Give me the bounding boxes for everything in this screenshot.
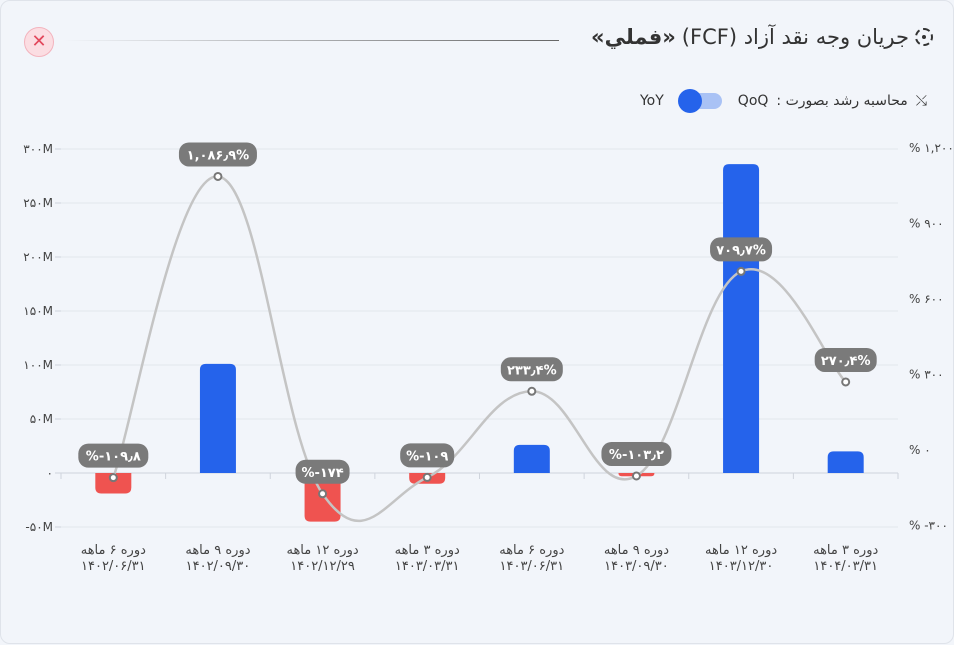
trend-icon: ⤯ (915, 93, 927, 109)
growth-point (108, 473, 118, 483)
x-label-period: دوره ۳ ماهه (395, 543, 460, 558)
growth-label-bg (601, 441, 672, 466)
x-label-period: دوره ۱۲ ماهه (705, 543, 777, 558)
x-label-period: دوره ۶ ماهه (499, 543, 564, 558)
left-tick-label: ۱۵۰M (23, 304, 53, 318)
option-yoy[interactable]: YoY (639, 93, 664, 109)
x-label-date: ۱۴۰۳/۰۹/۳۰ (604, 559, 669, 574)
option-qoq[interactable]: QoQ (737, 93, 769, 109)
growth-point (736, 266, 746, 276)
bar (827, 451, 864, 473)
x-label-date: ۱۴۰۳/۰۶/۳۱ (500, 559, 565, 574)
page-title: جریان وجه نقد آزاد (FCF) «فملي» (591, 25, 933, 49)
growth-toggle[interactable] (677, 89, 722, 113)
right-tick-label: % ۱,۲۰۰ (909, 141, 954, 155)
bar (95, 473, 132, 494)
x-label-date: ۱۴۰۲/۰۶/۳۱ (81, 559, 146, 574)
growth-point (213, 171, 223, 181)
left-tick-label: ۳۰۰M (23, 142, 53, 156)
x-label-date: ۱۴۰۲/۰۹/۳۰ (186, 559, 251, 574)
right-tick-label: % -۳۰۰ (909, 519, 948, 533)
close-icon: ✕ (31, 31, 47, 52)
growth-point (527, 386, 537, 396)
title-main: جریان وجه نقد آزاد (FCF) (681, 25, 909, 49)
growth-label-bg (178, 142, 257, 167)
growth-label-bg (295, 459, 350, 484)
right-tick-label: % ۶۰۰ (909, 292, 944, 306)
growth-point (841, 377, 851, 387)
growth-data-label: %-۱۰۳٫۲ (609, 448, 664, 463)
right-tick-label: % ۳۰۰ (909, 368, 944, 382)
growth-label-bg (814, 347, 877, 372)
growth-data-label: %-۱۰۹ (406, 449, 448, 464)
growth-label-bg (500, 357, 563, 382)
growth-point (631, 471, 641, 481)
growth-label-bg (400, 443, 455, 468)
growth-data-label: ۱,۰۸۶٫۹% (187, 148, 250, 163)
bar (513, 444, 550, 473)
toggle-knob[interactable] (677, 89, 702, 113)
close-button[interactable]: ✕ (24, 27, 54, 57)
left-tick-label: ۰ (47, 466, 53, 480)
growth-label: محاسبه رشد بصورت : (776, 93, 908, 109)
growth-point (422, 472, 432, 482)
growth-data-label: ۷۰۹٫۷% (716, 243, 766, 258)
bar (723, 164, 760, 473)
bar (199, 363, 236, 473)
growth-label-bg (78, 443, 149, 468)
x-label-period: دوره ۳ ماهه (813, 543, 878, 558)
left-tick-label: ۵۰M (30, 412, 53, 426)
right-tick-label: % ۹۰۰ (909, 217, 944, 231)
growth-data-label: ۲۳۳٫۴% (507, 363, 557, 378)
growth-data-label: %-۱۰۹٫۸ (86, 450, 141, 465)
x-label-date: ۱۴۰۲/۱۲/۲۹ (290, 559, 355, 574)
x-label-period: دوره ۹ ماهه (604, 543, 669, 558)
growth-label-bg (710, 237, 773, 262)
title-ticker: «فملي» (591, 25, 676, 49)
x-label-date: ۱۴۰۴/۰۳/۳۱ (813, 559, 878, 574)
right-tick-label: % ۰ (909, 443, 931, 457)
x-label-period: دوره ۱۲ ماهه (286, 543, 358, 558)
x-label-period: دوره ۶ ماهه (81, 543, 146, 558)
left-tick-label: ۲۰۰M (23, 250, 53, 264)
left-tick-label: ۲۵۰M (23, 196, 53, 210)
growth-point (318, 489, 328, 499)
x-label-period: دوره ۹ ماهه (185, 543, 250, 558)
x-label-date: ۱۴۰۳/۰۳/۳۱ (395, 559, 460, 574)
left-tick-label: -۵۰M (25, 520, 53, 534)
growth-data-label: ۲۷۰٫۴% (821, 354, 871, 369)
title-divider (63, 40, 559, 41)
growth-mode-control: ⤯ محاسبه رشد بصورت : QoQ YoY (639, 89, 927, 113)
x-label-date: ۱۴۰۳/۱۲/۳۰ (709, 559, 774, 574)
left-tick-label: ۱۰۰M (23, 358, 53, 372)
growth-data-label: %-۱۷۴ (301, 466, 343, 481)
dashed-circle-icon (915, 28, 933, 46)
